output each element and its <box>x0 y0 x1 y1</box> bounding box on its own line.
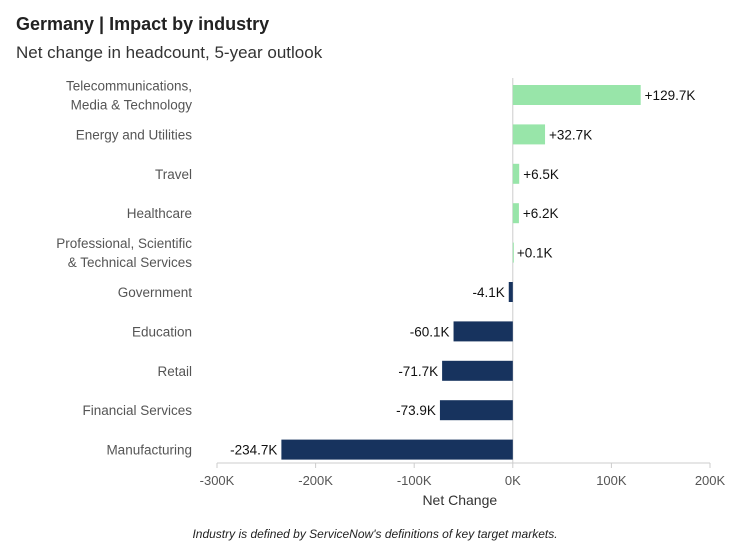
chart-subtitle: Net change in headcount, 5-year outlook <box>16 43 323 62</box>
bar <box>442 360 513 381</box>
footnote: Industry is defined by ServiceNow's defi… <box>192 527 558 541</box>
bar <box>439 400 513 421</box>
bar <box>508 282 513 302</box>
chart-title: Germany | Impact by industry <box>16 14 270 34</box>
category-label: Energy and Utilities <box>76 127 193 142</box>
category-label: Telecommunications, Media & Technology <box>66 79 192 113</box>
x-tick-label: 100K <box>596 473 627 488</box>
x-axis-label: Net Change <box>422 492 497 508</box>
data-label: -71.7K <box>398 364 438 379</box>
category-label-line: Education <box>132 324 192 339</box>
data-label: +129.7K <box>645 88 696 103</box>
x-tick-label: -100K <box>397 473 432 488</box>
category-label: Professional, Scientific & Technical Serv… <box>56 236 192 270</box>
category-label: Healthcare <box>127 206 192 221</box>
data-label: +6.2K <box>523 206 559 221</box>
data-label: -4.1K <box>472 285 504 300</box>
category-label-line: Energy and Utilities <box>76 127 193 142</box>
category-label-line: Travel <box>155 167 192 182</box>
data-label: +6.5K <box>523 167 559 182</box>
data-label: -73.9K <box>396 403 436 418</box>
category-label-line: Government <box>118 285 193 300</box>
bar <box>512 242 514 263</box>
category-label: Education <box>132 324 192 339</box>
category-label: Financial Services <box>82 403 192 418</box>
category-label-line: Healthcare <box>127 206 192 221</box>
data-label: +0.1K <box>517 246 553 261</box>
bar <box>281 439 513 460</box>
data-label: -234.7K <box>230 443 277 458</box>
x-tick-label: -300K <box>200 473 235 488</box>
category-label-line: Financial Services <box>82 403 192 418</box>
bar <box>512 163 520 184</box>
bar <box>512 203 519 224</box>
data-label: -60.1K <box>410 324 450 339</box>
bar <box>512 85 641 105</box>
category-label: Retail <box>157 364 192 379</box>
category-label-line: Professional, Scientific <box>56 236 192 251</box>
bar <box>453 321 513 342</box>
category-label: Manufacturing <box>106 443 192 458</box>
category-label-line: Telecommunications, <box>66 79 192 94</box>
x-tick-label: -200K <box>298 473 333 488</box>
category-label-line: Media & Technology <box>71 98 193 113</box>
category-label: Government <box>118 285 193 300</box>
category-label-line: Manufacturing <box>106 443 192 458</box>
bar <box>512 124 546 145</box>
bar-chart: -300K -200K -100K 0K 100K 200K Net Change +129.… <box>56 78 726 508</box>
x-tick-label: 200K <box>695 473 726 488</box>
category-label-line: Retail <box>157 364 192 379</box>
data-label: +32.7K <box>549 127 592 142</box>
x-tick-label: 0K <box>505 473 521 488</box>
category-label-line: & Technical Services <box>68 255 193 270</box>
category-label: Travel <box>155 167 192 182</box>
